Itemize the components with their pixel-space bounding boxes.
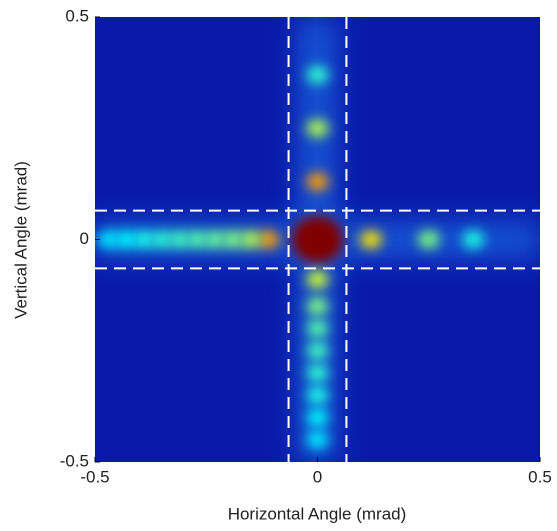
overlay <box>94 16 541 463</box>
spot <box>306 65 329 84</box>
spot <box>306 319 329 338</box>
spot <box>306 119 329 138</box>
spot <box>306 364 329 382</box>
spot <box>306 270 329 289</box>
spot <box>132 230 155 249</box>
spot <box>186 230 209 249</box>
spot <box>115 230 138 249</box>
x-tick-label: 0.5 <box>528 467 552 486</box>
x-tick-label: 0 <box>313 467 322 486</box>
spot <box>306 386 329 405</box>
spot <box>150 230 173 249</box>
heatmap <box>97 65 485 449</box>
spot <box>359 230 382 249</box>
spot <box>97 230 120 249</box>
spot <box>306 172 329 191</box>
spot <box>239 230 262 249</box>
spot <box>257 230 280 249</box>
x-axis-label: Horizontal Angle (mrad) <box>228 504 407 523</box>
spot <box>417 230 440 249</box>
y-tick-label: 0.5 <box>65 6 89 25</box>
y-tick-label: -0.5 <box>60 451 89 470</box>
spot <box>168 230 191 249</box>
y-tick-label: 0 <box>80 229 89 248</box>
spot <box>291 215 344 264</box>
spot <box>306 430 329 449</box>
x-tick-label: -0.5 <box>80 467 109 486</box>
spot <box>306 341 329 360</box>
spot <box>204 230 227 249</box>
spot <box>306 297 329 316</box>
spot <box>462 230 485 249</box>
y-axis-label: Vertical Angle (mrad) <box>11 161 30 319</box>
spot <box>306 408 329 427</box>
spot <box>221 230 244 249</box>
